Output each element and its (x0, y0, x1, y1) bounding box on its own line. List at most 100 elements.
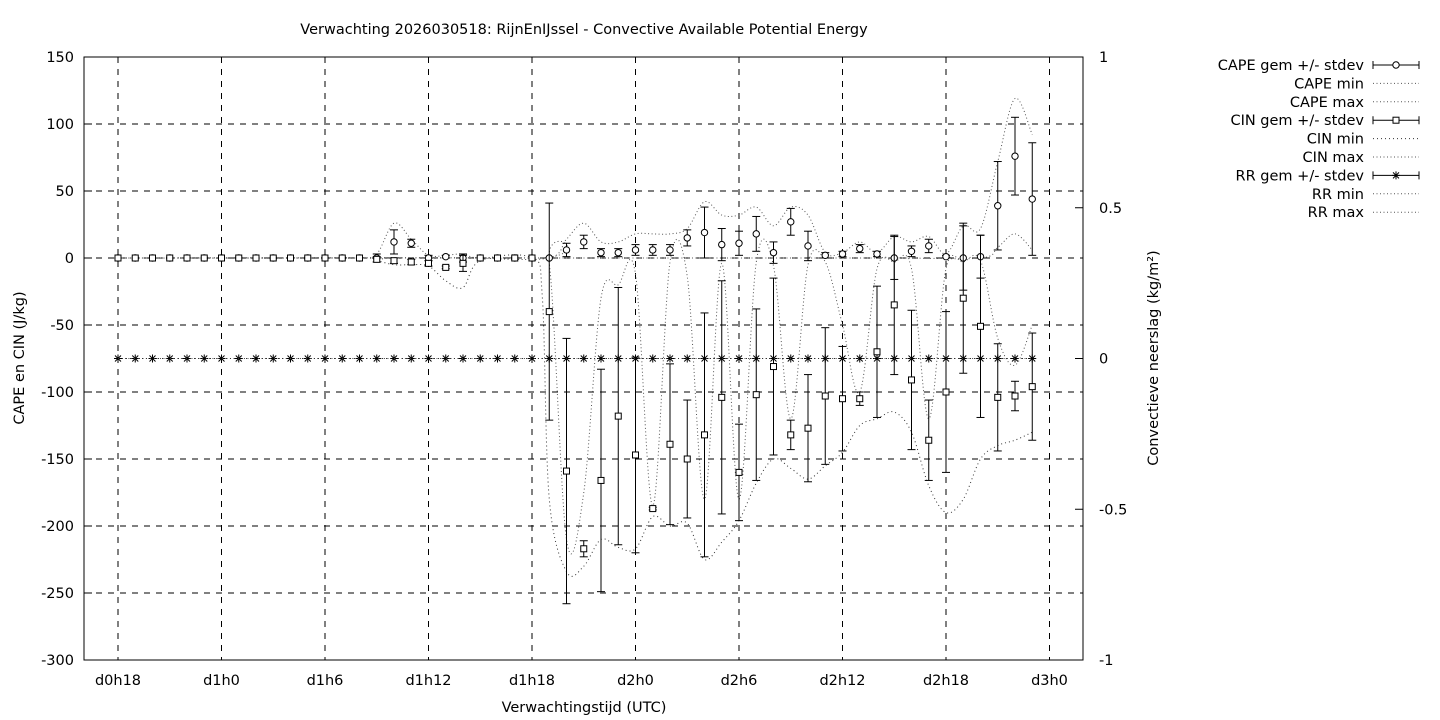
square-marker (252, 254, 260, 262)
circle-marker (562, 246, 571, 254)
circle-marker (873, 250, 881, 258)
star-marker (148, 354, 157, 363)
series-line-4 (117, 254, 1033, 577)
circle-marker (994, 202, 1002, 210)
square-marker (632, 451, 639, 459)
x-tick-label: d2h18 (923, 673, 969, 689)
star-marker (700, 354, 709, 363)
star-marker (407, 354, 416, 363)
star-marker (1028, 354, 1037, 363)
legend-label: CIN max (1303, 150, 1365, 166)
square-marker (666, 440, 674, 448)
circle-marker (752, 230, 760, 238)
star-marker (769, 354, 778, 363)
y-tick-label: -250 (41, 586, 74, 602)
chart-title: Verwachting 2026030518: RijnEnIJssel - C… (300, 22, 868, 38)
square-marker (580, 545, 588, 553)
square-marker (735, 468, 743, 476)
legend: CAPE gem +/- stdev CAPE min CAPE max CIN ge… (1218, 58, 1420, 221)
star-marker (907, 354, 916, 363)
x-tick-label: d1h12 (405, 673, 451, 689)
square-marker (131, 254, 139, 262)
min-max-curves (117, 97, 1033, 577)
square-marker (373, 255, 381, 263)
star-marker (821, 354, 830, 363)
circle-marker (769, 248, 778, 257)
star-marker (528, 354, 536, 363)
square-marker (545, 308, 553, 316)
star-stroke (632, 355, 639, 362)
star-marker (165, 354, 174, 363)
square-marker (200, 254, 208, 262)
y2-tick-label: 0 (1099, 352, 1108, 368)
legend-label: CAPE min (1294, 76, 1364, 92)
circle-marker (700, 228, 709, 237)
star-stroke (718, 355, 726, 362)
star-stroke (821, 355, 829, 362)
star-marker (631, 354, 640, 363)
star-marker (959, 354, 968, 363)
circle-marker (925, 242, 933, 250)
star-marker (717, 354, 726, 363)
star-stroke (804, 355, 812, 362)
y-tick-label: -50 (50, 318, 74, 334)
square-marker (425, 259, 432, 267)
star-stroke (580, 355, 588, 362)
circle-marker (821, 251, 829, 260)
circle-marker (787, 218, 795, 226)
square-marker (873, 348, 881, 356)
series-0 (114, 116, 1037, 291)
series-line-2 (117, 97, 1033, 261)
star-marker (804, 354, 812, 363)
series-3 (114, 202, 1037, 605)
star-marker (441, 354, 450, 363)
star-stroke (856, 355, 864, 362)
circle-marker (631, 246, 640, 254)
y-tick-label: 100 (46, 117, 74, 133)
star-marker (648, 354, 657, 363)
square-marker (925, 436, 933, 444)
square-marker (442, 263, 450, 271)
square-marker (752, 391, 760, 399)
square-marker (597, 476, 605, 484)
square-marker (494, 254, 501, 262)
legend-label: CAPE gem +/- stdev (1218, 58, 1365, 74)
circle-marker (735, 239, 743, 247)
square-marker (1011, 392, 1019, 400)
square-marker (338, 254, 346, 262)
star-stroke (873, 355, 881, 362)
square-marker (269, 254, 277, 262)
square-marker (770, 363, 777, 371)
square-marker (218, 254, 225, 262)
star-stroke (200, 355, 208, 362)
square-marker (787, 431, 795, 439)
x-tick-label: d3h0 (1031, 673, 1068, 689)
square-marker (942, 388, 950, 396)
square-marker (356, 254, 363, 262)
legend-label: CIN gem +/- stdev (1230, 113, 1364, 129)
star-stroke (494, 355, 501, 362)
circle-marker (838, 250, 847, 258)
star-marker (1392, 171, 1400, 180)
square-marker (718, 393, 726, 401)
square-marker (476, 254, 484, 262)
x-tick-label: d2h0 (617, 673, 654, 689)
legend-label: RR gem +/- stdev (1236, 168, 1365, 184)
circle-marker (942, 252, 950, 261)
y2-axis-label: Convectieve neerslag (kg/m²) (1146, 250, 1162, 465)
axis-ticks: 150 100 50 0 -50 -100 -150 -200 -250 -300 1 0.5 0 -0.… (41, 50, 1127, 689)
star-stroke (649, 355, 657, 362)
square-marker (804, 424, 812, 432)
square-marker (977, 322, 984, 330)
square-marker (1392, 116, 1400, 124)
star-marker (131, 354, 140, 363)
star-stroke (407, 355, 415, 362)
circle-marker (683, 234, 691, 242)
x-tick-label: d1h0 (203, 673, 240, 689)
y-tick-label: -100 (41, 385, 74, 401)
star-stroke (218, 355, 225, 362)
square-marker (563, 467, 570, 475)
square-marker (649, 505, 657, 513)
star-stroke (476, 355, 484, 362)
